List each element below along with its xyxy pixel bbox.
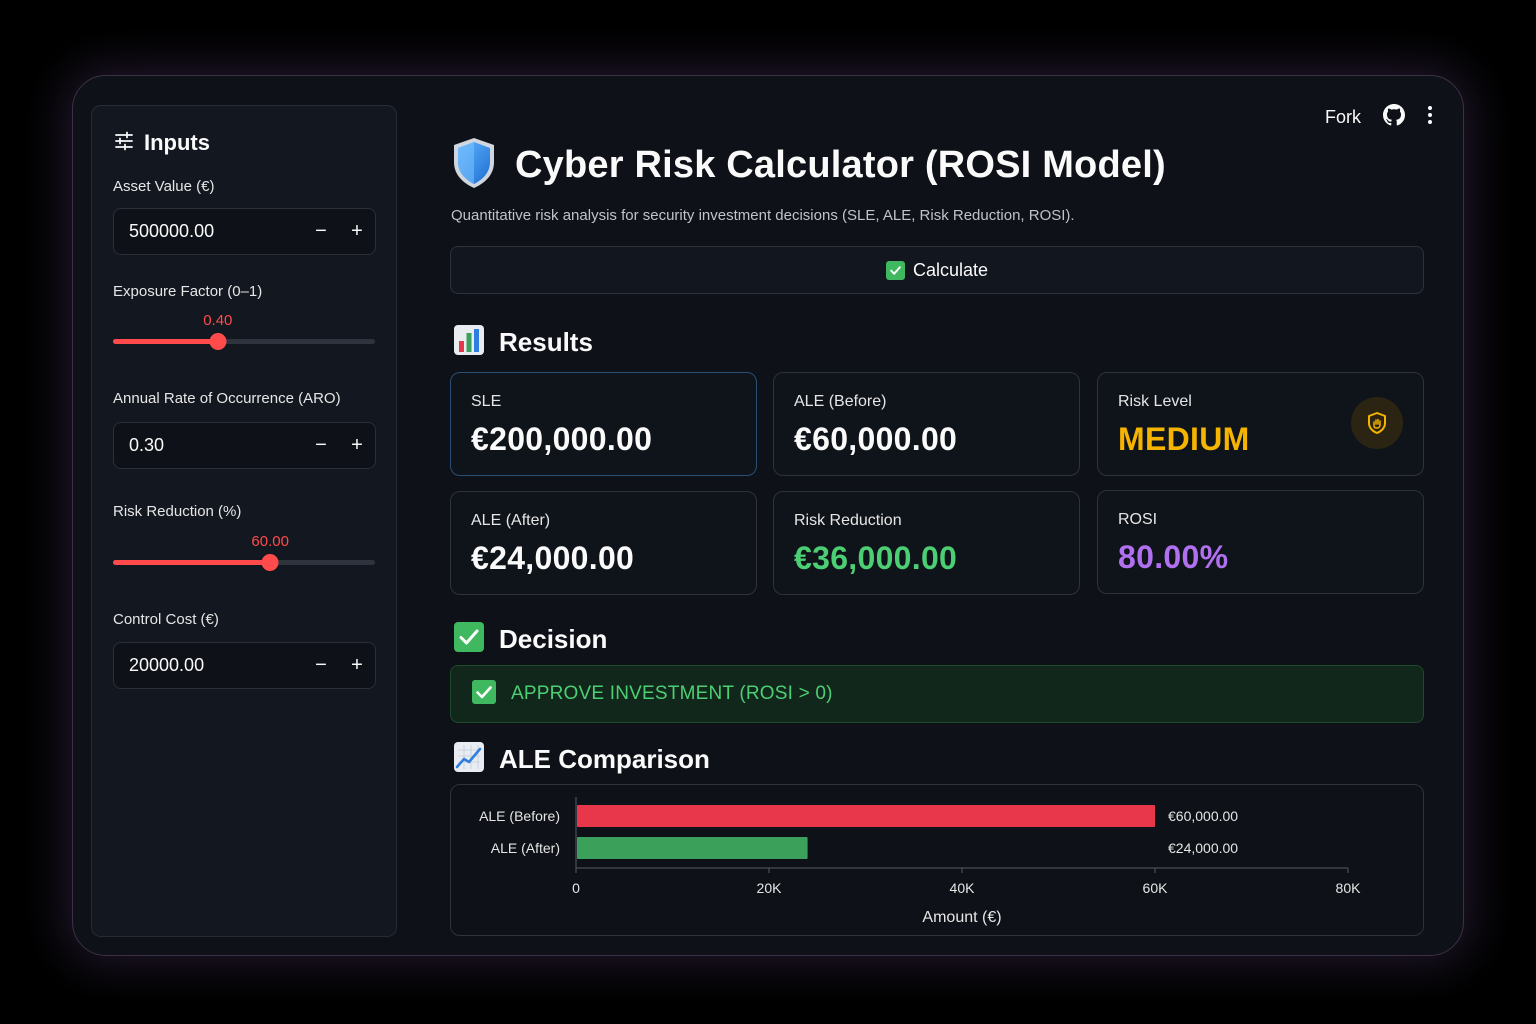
x-tick-label: 0 — [572, 880, 580, 896]
app-window: Inputs Asset Value (€) 500000.00 − + Exp… — [72, 75, 1464, 956]
github-icon[interactable] — [1383, 104, 1405, 131]
slider-thumb[interactable] — [261, 554, 279, 571]
sidebar-header: Inputs — [114, 130, 210, 156]
x-tick-label: 20K — [757, 880, 783, 896]
x-tick-label: 40K — [950, 880, 976, 896]
decision-banner: APPROVE INVESTMENT (ROSI > 0) — [450, 665, 1424, 723]
risk-level-value: MEDIUM — [1118, 421, 1250, 457]
bar — [577, 805, 1155, 827]
slider-thumb[interactable] — [209, 333, 227, 350]
asset-value-label: Asset Value (€) — [113, 178, 215, 195]
results-title: Results — [499, 327, 593, 357]
slider-track[interactable] — [113, 339, 375, 344]
y-tick-label: ALE (Before) — [479, 808, 560, 824]
exposure-factor-value: 0.40 — [203, 312, 233, 329]
more-menu-icon[interactable] — [1427, 105, 1433, 130]
ale-after-card: ALE (After) €24,000.00 — [450, 491, 757, 595]
decision-title: Decision — [499, 624, 608, 654]
calculate-button[interactable]: Calculate — [450, 246, 1424, 294]
data-label: €24,000.00 — [1168, 840, 1238, 856]
ale-comparison-chart: ALE (Before) €60,000.00 ALE (After) €24,000… — [450, 784, 1424, 936]
decision-text: APPROVE INVESTMENT (ROSI > 0) — [511, 683, 833, 704]
data-label: €60,000.00 — [1168, 808, 1238, 824]
fork-button[interactable]: Fork — [1325, 107, 1361, 127]
control-cost-label: Control Cost (€) — [113, 611, 219, 628]
ale-before-value: €60,000.00 — [794, 421, 958, 457]
aro-input[interactable]: 0.30 − + — [113, 422, 376, 469]
check-box-icon — [453, 621, 485, 658]
risk-level-card: Risk Level MEDIUM — [1097, 372, 1424, 476]
asset-value-text[interactable]: 500000.00 — [129, 221, 215, 241]
page-title: Cyber Risk Calculator (ROSI Model) — [515, 144, 1166, 186]
calculate-label: Calculate — [912, 259, 989, 280]
rosi-label: ROSI — [1118, 511, 1158, 528]
sidebar: Inputs Asset Value (€) 500000.00 − + Exp… — [91, 105, 397, 937]
page-header: Cyber Risk Calculator (ROSI Model) — [451, 136, 1166, 195]
comparison-title: ALE Comparison — [499, 744, 710, 774]
risk-level-label: Risk Level — [1118, 393, 1192, 410]
slider-fill — [113, 339, 218, 344]
asset-value-decrement-button[interactable]: − — [315, 220, 327, 242]
asset-value-input[interactable]: 500000.00 − + — [113, 208, 376, 255]
bar-chart-icon — [453, 324, 485, 361]
page-subtitle: Quantitative risk analysis for security … — [451, 207, 1075, 224]
risk-reduction-result-label: Risk Reduction — [794, 512, 902, 529]
check-icon — [885, 260, 905, 280]
comparison-heading: ALE Comparison — [453, 741, 710, 778]
y-tick-label: ALE (After) — [491, 840, 560, 856]
decision-heading: Decision — [453, 621, 607, 658]
bar — [577, 837, 808, 859]
ale-after-label: ALE (After) — [471, 512, 551, 529]
results-heading: Results — [453, 324, 593, 361]
x-axis-label: Amount (€) — [922, 909, 1001, 926]
sle-label: SLE — [471, 393, 502, 410]
control-cost-decrement-button[interactable]: − — [315, 654, 327, 676]
sle-value: €200,000.00 — [471, 421, 653, 457]
line-chart-icon — [453, 741, 485, 778]
sliders-icon — [114, 131, 134, 156]
shield-icon — [451, 136, 497, 195]
slider-fill — [113, 560, 271, 565]
aro-label: Annual Rate of Occurrence (ARO) — [113, 390, 341, 407]
top-toolbar: Fork — [1325, 104, 1433, 131]
chart-canvas: ALE (Before) €60,000.00 ALE (After) €24,000… — [479, 797, 1362, 926]
risk-reduction-slider[interactable]: 60.00 — [113, 533, 375, 573]
rosi-card: ROSI 80.00% — [1097, 490, 1424, 594]
asset-value-increment-button[interactable]: + — [351, 220, 363, 242]
aro-decrement-button[interactable]: − — [315, 434, 327, 456]
aro-increment-button[interactable]: + — [351, 434, 363, 456]
sidebar-title: Inputs — [144, 130, 210, 155]
ale-before-card: ALE (Before) €60,000.00 — [773, 372, 1080, 476]
risk-reduction-value: 60.00 — [251, 533, 289, 550]
approve-check-icon — [471, 679, 497, 710]
exposure-factor-slider[interactable]: 0.40 — [113, 312, 375, 352]
ale-before-label: ALE (Before) — [794, 393, 887, 410]
risk-reduction-label: Risk Reduction (%) — [113, 503, 242, 520]
aro-text[interactable]: 0.30 — [129, 435, 165, 455]
x-tick-label: 60K — [1143, 880, 1169, 896]
ale-after-value: €24,000.00 — [471, 540, 635, 576]
control-cost-input[interactable]: 20000.00 − + — [113, 642, 376, 689]
rosi-value: 80.00% — [1118, 539, 1229, 575]
control-cost-increment-button[interactable]: + — [351, 654, 363, 676]
control-cost-text[interactable]: 20000.00 — [129, 655, 205, 675]
sle-card: SLE €200,000.00 — [450, 372, 757, 476]
shield-alert-icon — [1351, 397, 1403, 449]
x-tick-label: 80K — [1336, 880, 1362, 896]
risk-reduction-card: Risk Reduction €36,000.00 — [773, 491, 1080, 595]
risk-reduction-result-value: €36,000.00 — [794, 540, 958, 576]
exposure-factor-label: Exposure Factor (0–1) — [113, 283, 263, 300]
